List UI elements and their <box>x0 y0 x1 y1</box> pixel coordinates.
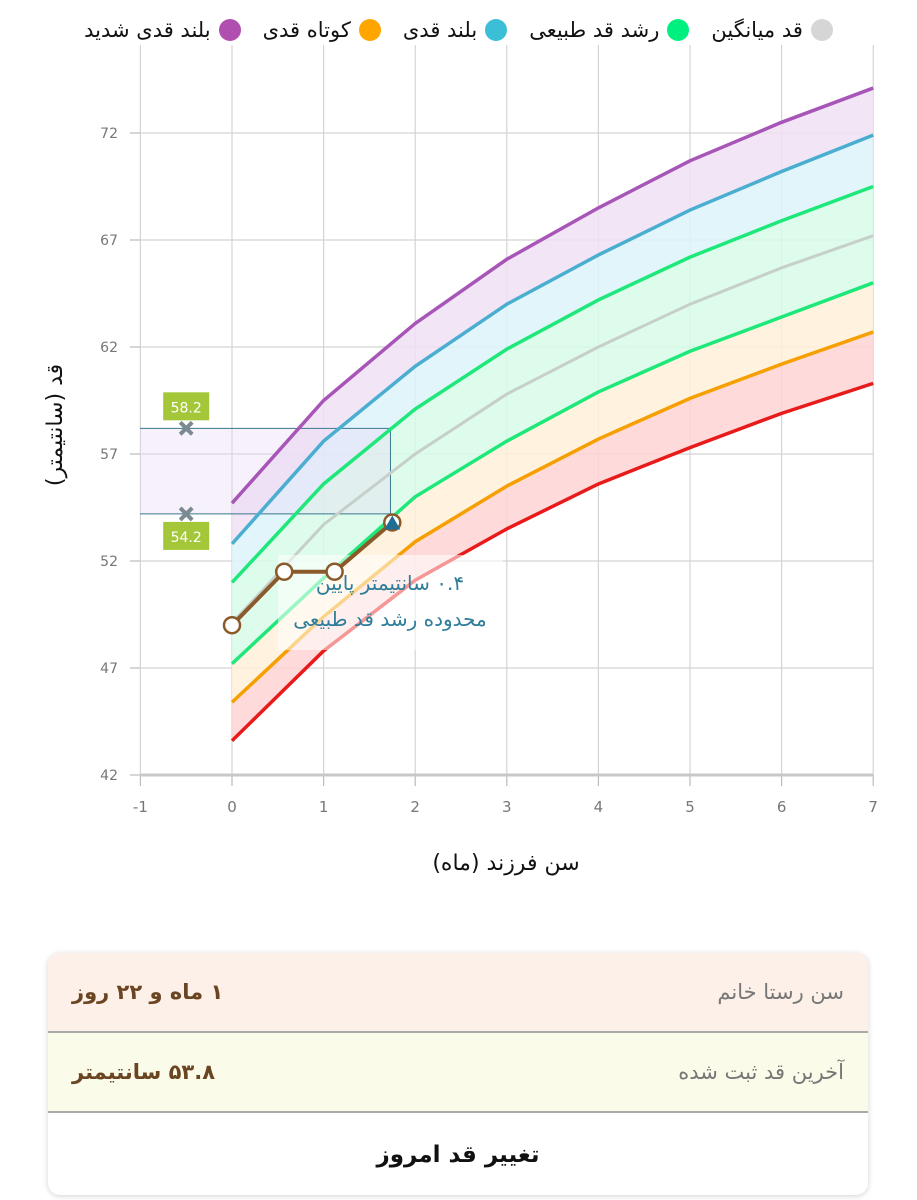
age-value: ۱ ماه و ۲۲ روز <box>72 980 224 1004</box>
normal-range-outline <box>140 427 391 515</box>
legend-label: بلند قدی <box>402 18 478 42</box>
y-tick-label: 67 <box>100 233 118 249</box>
x-axis-title: سن فرزند (ماه) <box>432 851 579 876</box>
y-tick-label: 47 <box>100 661 118 677</box>
child-height-point <box>222 615 242 635</box>
annotation-background <box>278 555 503 650</box>
band-short-normal_low <box>232 282 874 703</box>
change-height-button[interactable]: تغییر قد امروز <box>376 1142 540 1168</box>
curve-severe_tall <box>230 86 874 505</box>
height-value: ۵۳.۸ سانتیمتر <box>72 1060 216 1084</box>
legend-dot <box>810 19 833 41</box>
legend-dot <box>218 19 241 41</box>
current-point-triangle-icon <box>384 515 401 530</box>
x-tick-label: 0 <box>227 798 237 816</box>
band-tall-severe_tall <box>232 88 874 544</box>
y-tick-label: 72 <box>100 126 118 142</box>
info-card: سن رستا خانم ۱ ماه و ۲۲ روز آخرین قد ثبت… <box>48 953 868 1195</box>
legend-label: رشد قد طبیعی <box>529 18 660 42</box>
range-high-badge <box>163 392 210 421</box>
y-tick-label: 62 <box>100 340 118 356</box>
annotation-line2: محدوده رشد قد طبیعی <box>293 607 487 631</box>
x-tick-label: 5 <box>685 798 695 816</box>
height-row: آخرین قد ثبت شده ۵۳.۸ سانتیمتر <box>48 1033 868 1113</box>
legend-average[interactable]: قد میانگین <box>711 18 833 42</box>
x-tick-label: 7 <box>868 798 878 816</box>
legend-dot <box>485 19 508 41</box>
range-high-marker-icon <box>178 420 194 436</box>
curve-normal_high <box>230 184 874 584</box>
x-tick-label: 6 <box>777 798 787 816</box>
chart-legend: بلند قدی شدید کوتاه قدی بلند قدی رشد قد … <box>0 18 917 42</box>
x-tick-label: 4 <box>594 798 604 816</box>
child-height-point <box>325 562 344 581</box>
child-height-point <box>274 562 294 581</box>
legend-tall[interactable]: بلند قدی <box>402 18 508 42</box>
x-tick-label: 1 <box>319 798 329 816</box>
range-low-label: 54.2 <box>171 530 202 546</box>
x-tick-label: 3 <box>502 798 512 816</box>
legend-short[interactable]: کوتاه قدی <box>263 18 381 42</box>
age-row: سن رستا خانم ۱ ماه و ۲۲ روز <box>48 953 868 1033</box>
legend-dot <box>358 19 381 41</box>
child-height-line <box>230 520 394 627</box>
age-label: سن رستا خانم <box>717 980 844 1004</box>
y-tick-label: 57 <box>100 447 118 463</box>
curve-average <box>230 234 874 625</box>
x-tick-label: -1 <box>133 798 148 816</box>
x-tick-label: 2 <box>410 798 420 816</box>
legend-severe-tall[interactable]: بلند قدی شدید <box>84 18 241 42</box>
y-tick-label: 52 <box>100 554 118 570</box>
legend-dot <box>667 19 690 41</box>
normal-range-box <box>140 428 391 514</box>
legend-normal[interactable]: رشد قد طبیعی <box>529 18 690 42</box>
band-severe_short-short <box>232 332 874 741</box>
legend-label: بلند قدی شدید <box>84 18 211 42</box>
annotation-line1: ۰.۴ سانتیمتر پایین <box>316 571 464 596</box>
band-normal_low-normal_high <box>232 186 874 664</box>
legend-label: قد میانگین <box>711 18 803 42</box>
range-low-badge <box>163 521 210 550</box>
range-low-marker-icon <box>178 506 194 522</box>
height-label: آخرین قد ثبت شده <box>678 1060 844 1084</box>
range-high-label: 58.2 <box>171 400 202 416</box>
y-tick-label: 42 <box>100 768 118 784</box>
curve-tall <box>230 133 874 546</box>
legend-label: کوتاه قدی <box>262 18 351 42</box>
y-axis-title: قد (سانتیمتر) <box>43 364 68 486</box>
